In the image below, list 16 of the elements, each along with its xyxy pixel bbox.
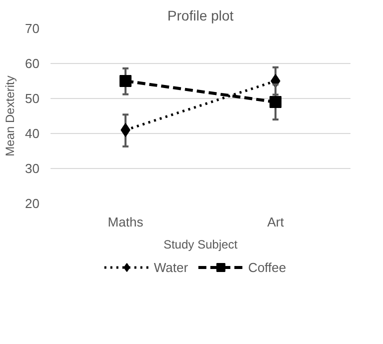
y-tick-label: 50	[25, 91, 40, 106]
x-tick-label: Maths	[108, 214, 144, 230]
point	[120, 123, 130, 137]
legend-label: Coffee	[248, 260, 286, 274]
x-axis-title: Study Subject	[163, 238, 238, 252]
y-tick-label: 60	[25, 56, 40, 71]
point	[270, 96, 282, 108]
point	[120, 75, 132, 87]
legend-label: Water	[154, 260, 188, 274]
y-tick-label: 40	[25, 126, 40, 141]
y-tick-label: 70	[25, 21, 40, 36]
y-axis-title: Mean Dexterity	[3, 76, 18, 156]
y-tick-label: 30	[25, 161, 40, 176]
y-tick-label: 20	[25, 196, 40, 211]
x-tick-label: Art	[267, 214, 284, 230]
chart-title: Profile plot	[167, 8, 234, 24]
